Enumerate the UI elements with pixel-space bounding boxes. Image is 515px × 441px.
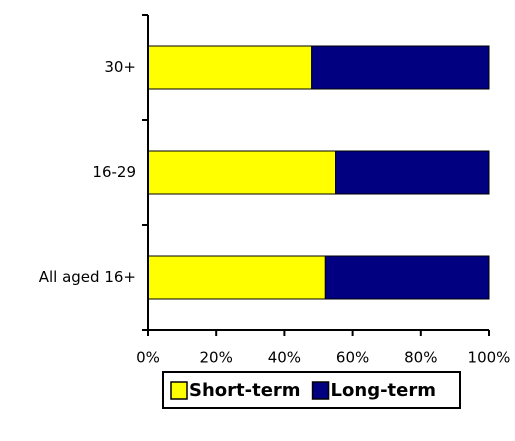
x-tick-label: 0% [136, 349, 160, 367]
x-tick-label: 80% [404, 349, 437, 367]
x-tick-label: 60% [336, 349, 369, 367]
x-tick-label: 100% [468, 349, 511, 367]
legend [162, 371, 461, 409]
y-tick-label: All aged 16+ [39, 268, 136, 286]
bar-segment [147, 45, 313, 90]
y-tick-label: 16-29 [92, 163, 136, 181]
bar-segment [147, 255, 326, 300]
bar-segment [311, 45, 490, 90]
legend-swatch [311, 381, 330, 400]
x-tick-label: 40% [268, 349, 301, 367]
legend-swatch [170, 381, 188, 400]
bar-segment [335, 150, 490, 195]
legend-label: Long-term [331, 380, 436, 401]
legend-label: Short-term [189, 380, 301, 401]
y-tick-label: 30+ [104, 58, 136, 76]
x-tick-label: 20% [200, 349, 233, 367]
bar-segment [324, 255, 490, 300]
bar-segment [147, 150, 337, 195]
